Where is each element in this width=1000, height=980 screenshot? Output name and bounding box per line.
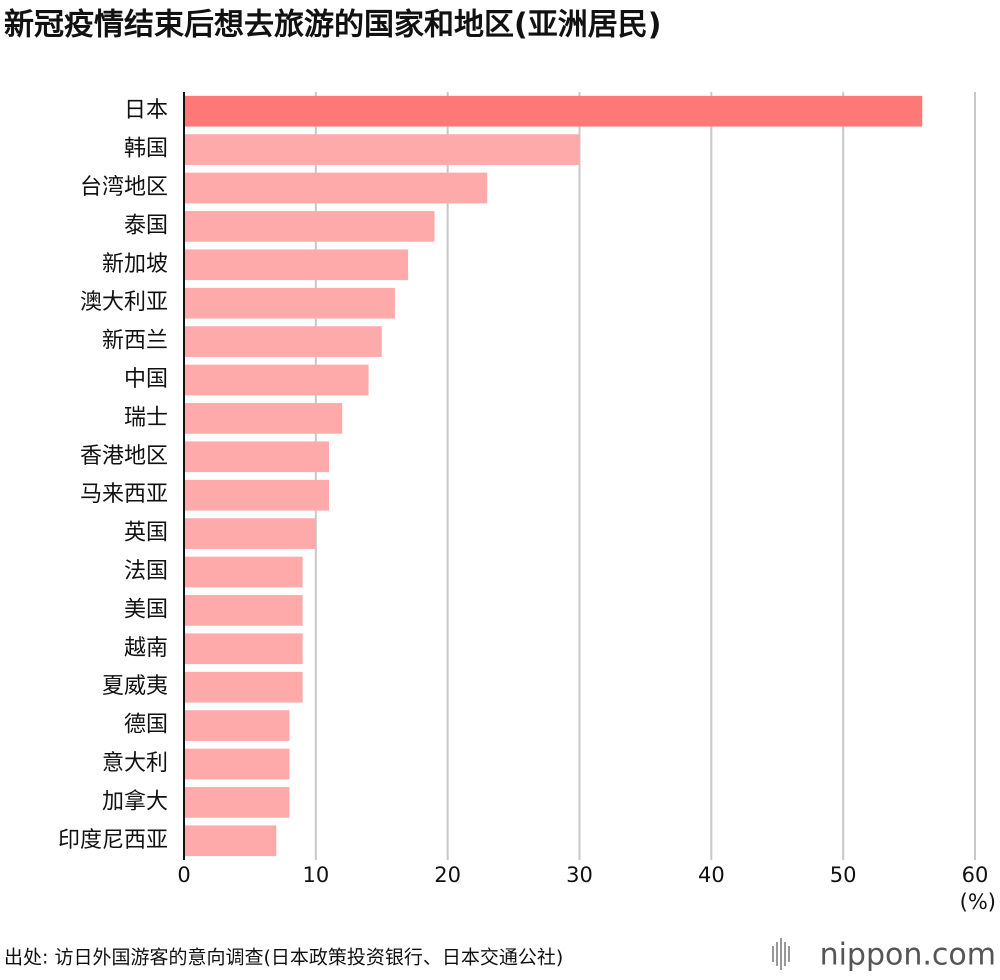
y-tick-label: 香港地区 <box>80 444 168 469</box>
chart-title: 新冠疫情结束后想去旅游的国家和地区(亚洲居民) <box>4 8 661 43</box>
y-tick-label: 瑞士 <box>124 405 168 430</box>
bar <box>184 787 290 818</box>
y-tick-label: 英国 <box>124 521 168 546</box>
y-tick-label: 韩国 <box>124 137 168 162</box>
bar <box>184 710 290 741</box>
bar <box>184 518 316 549</box>
bar <box>184 249 409 281</box>
bar <box>184 287 395 319</box>
y-tick-label: 马来西亚 <box>80 482 168 507</box>
x-unit: (%) <box>960 890 996 914</box>
bar <box>184 825 277 857</box>
y-tick-label: 日本 <box>124 98 168 123</box>
x-tick-label: 10 <box>302 863 329 887</box>
y-tick-label: 法国 <box>124 559 168 584</box>
x-tick-label: 0 <box>177 863 190 887</box>
bar <box>184 403 343 434</box>
brand: nippon.com <box>820 938 996 973</box>
bar <box>184 595 303 626</box>
y-tick-label: 美国 <box>124 597 168 622</box>
x-tick-label: 30 <box>566 863 593 887</box>
x-tick-label: 60 <box>962 863 989 887</box>
bar <box>184 748 290 780</box>
bar <box>184 95 923 127</box>
x-tick-label: 50 <box>830 863 857 887</box>
bar <box>184 172 488 204</box>
bar <box>184 134 580 165</box>
source: 出处: 访日外国游客的意向调查(日本政策投资银行、日本交通公社) <box>4 947 563 969</box>
bar <box>184 326 382 357</box>
y-tick-label: 意大利 <box>102 751 168 776</box>
bar <box>184 441 330 473</box>
bar <box>184 556 303 588</box>
bar <box>184 211 435 242</box>
y-tick-label: 加拿大 <box>102 788 168 814</box>
bar <box>184 633 303 665</box>
y-tick-label: 夏威夷 <box>102 674 168 699</box>
y-tick-label: 中国 <box>124 367 168 392</box>
y-tick-label: 越南 <box>124 636 168 661</box>
bar <box>184 671 303 703</box>
y-tick-label: 新西兰 <box>102 329 168 354</box>
y-tick-label: 新加坡 <box>102 252 168 277</box>
bar <box>184 479 330 511</box>
logo-icon <box>772 938 790 970</box>
y-tick-label: 澳大利亚 <box>80 290 168 315</box>
y-tick-label: 台湾地区 <box>80 175 168 200</box>
y-tick-label: 德国 <box>124 713 168 738</box>
x-tick-label: 20 <box>434 863 461 887</box>
x-tick-label: 40 <box>698 863 725 887</box>
bar <box>184 364 369 396</box>
y-tick-label: 泰国 <box>124 213 168 238</box>
y-tick-label: 印度尼西亚 <box>58 828 168 853</box>
